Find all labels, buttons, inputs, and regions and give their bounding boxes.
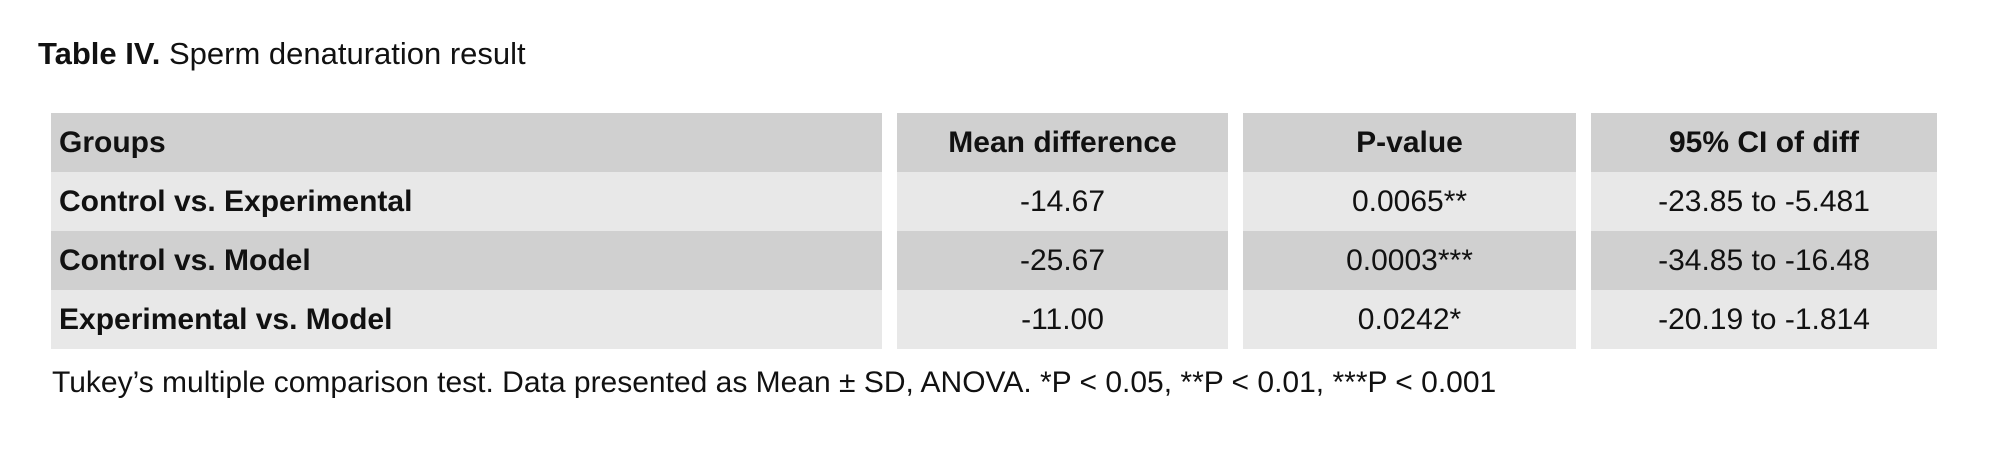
table-cell: -23.85 to -5.481 <box>1591 172 1937 231</box>
table-cell: 0.0003*** <box>1243 231 1576 290</box>
table: Groups Mean difference P-value 95% CI of di… <box>36 113 1952 349</box>
table-cell: Control vs. Model <box>51 231 882 290</box>
table-cell: Experimental vs. Model <box>51 290 882 349</box>
caption: Table IV. Sperm denaturation result <box>38 36 526 72</box>
table-cell: -14.67 <box>897 172 1228 231</box>
header-cell: P-value <box>1243 113 1576 172</box>
caption-title: Sperm denaturation result <box>168 36 526 71</box>
table-cell: 0.0065** <box>1243 172 1576 231</box>
caption-label: Table IV. <box>38 36 161 71</box>
footnote: Tukey’s multiple comparison test. Data p… <box>52 366 1497 399</box>
table-cell: -20.19 to -1.814 <box>1591 290 1937 349</box>
header-cell: Mean difference <box>897 113 1228 172</box>
header-cell: Groups <box>51 113 882 172</box>
table-row: Control vs. Model -25.67 0.0003*** -34.85 t… <box>51 231 1937 290</box>
header-row: Groups Mean difference P-value 95% CI of di… <box>51 113 1937 172</box>
table-cell: -34.85 to -16.48 <box>1591 231 1937 290</box>
table-row: Experimental vs. Model -11.00 0.0242* -20.1… <box>51 290 1937 349</box>
table-cell: 0.0242* <box>1243 290 1576 349</box>
table-row: Control vs. Experimental -14.67 0.0065** -2… <box>51 172 1937 231</box>
table-cell: Control vs. Experimental <box>51 172 882 231</box>
table-cell: -11.00 <box>897 290 1228 349</box>
header-cell: 95% CI of diff <box>1591 113 1937 172</box>
table-cell: -25.67 <box>897 231 1228 290</box>
